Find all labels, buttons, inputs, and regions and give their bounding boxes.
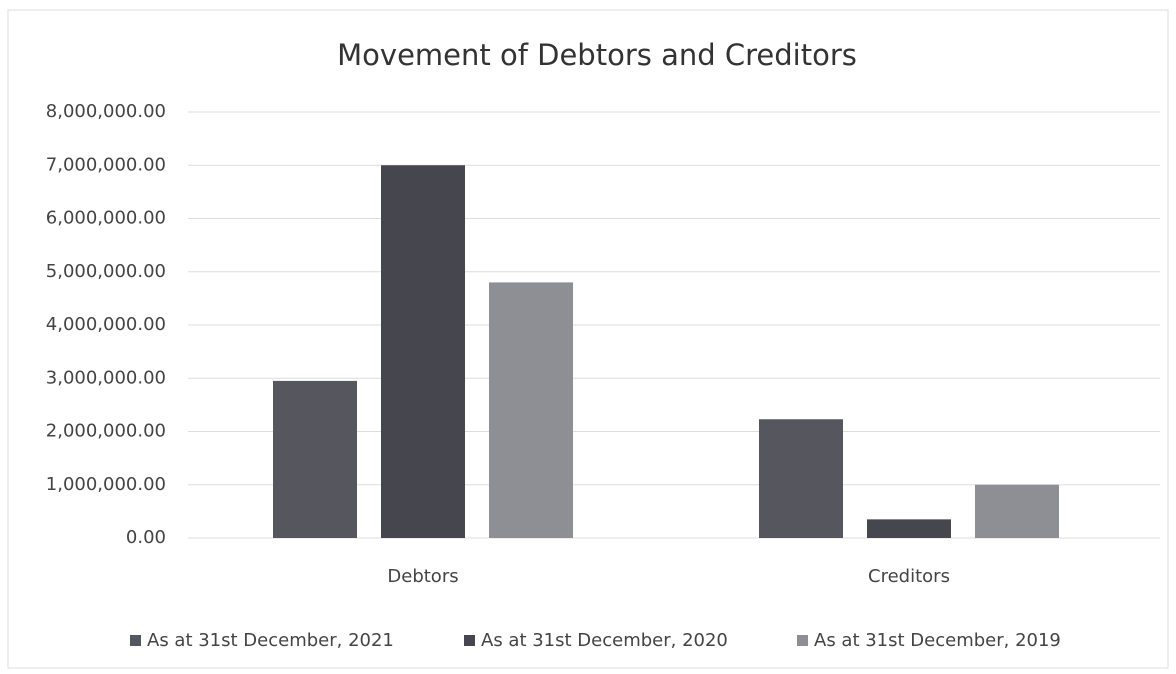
y-tick-label: 5,000,000.00 [46, 261, 166, 282]
legend-swatch [130, 635, 141, 646]
y-tick-label: 2,000,000.00 [46, 421, 166, 442]
x-tick-label: Creditors [868, 566, 950, 587]
bar [489, 282, 573, 538]
legend-label: As at 31st December, 2020 [481, 630, 728, 651]
y-tick-label: 3,000,000.00 [46, 367, 166, 388]
y-tick-label: 4,000,000.00 [46, 314, 166, 335]
y-tick-label: 6,000,000.00 [46, 208, 166, 229]
y-tick-label: 7,000,000.00 [46, 154, 166, 175]
y-tick-label: 8,000,000.00 [46, 101, 166, 122]
legend-label: As at 31st December, 2021 [147, 630, 394, 651]
chart-title: Movement of Debtors and Creditors [337, 38, 857, 72]
legend-swatch [464, 635, 475, 646]
bar [975, 484, 1059, 538]
bar [759, 419, 843, 538]
y-tick-label: 1,000,000.00 [46, 474, 166, 495]
y-tick-label: 0.00 [126, 527, 166, 548]
x-tick-label: Debtors [387, 566, 458, 587]
bar [867, 519, 951, 538]
chart-frame [7, 9, 1169, 669]
legend-swatch [797, 635, 808, 646]
bar [381, 165, 465, 538]
legend-label: As at 31st December, 2019 [814, 630, 1061, 651]
bar [273, 380, 357, 538]
